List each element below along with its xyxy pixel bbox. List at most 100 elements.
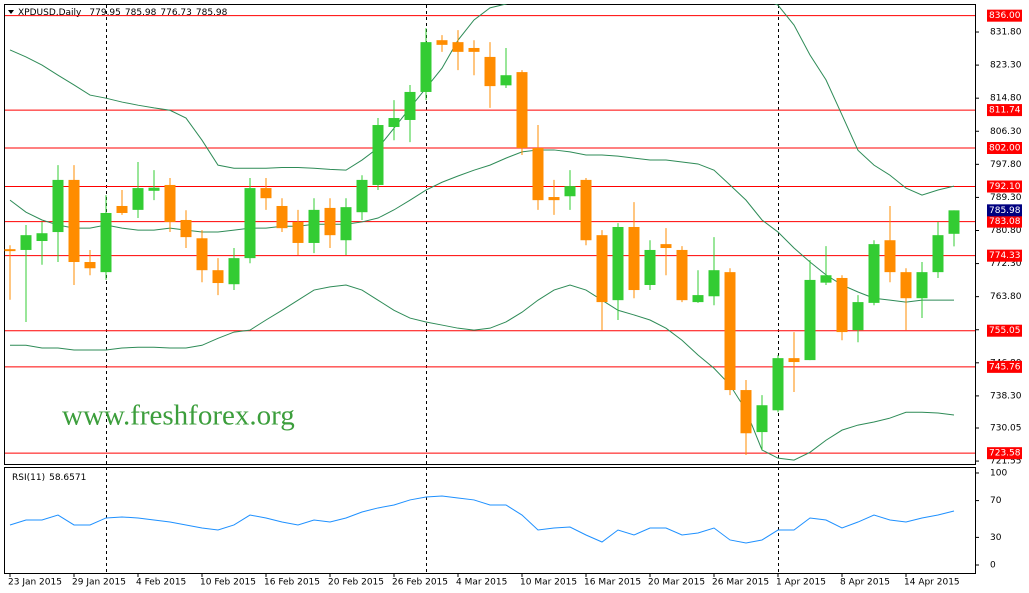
level-label-bg xyxy=(987,104,1022,117)
y-tick-label: 721.55 xyxy=(990,457,1022,467)
ohlc-high: 785.98 xyxy=(125,8,157,18)
candle-body xyxy=(116,205,128,213)
level-label-bg xyxy=(987,447,1022,460)
x-tick-label: 4 Mar 2015 xyxy=(456,578,507,588)
candle-body xyxy=(148,187,160,191)
level-label: 745.76 xyxy=(989,362,1021,372)
candle-body xyxy=(324,207,336,236)
rsi-panel xyxy=(4,467,976,574)
candle-body xyxy=(484,56,496,87)
candle-body xyxy=(804,279,816,361)
candle-body xyxy=(564,186,576,197)
candle-body xyxy=(340,207,352,241)
candle-body xyxy=(740,390,752,434)
candle-body xyxy=(756,405,768,433)
y-tick-label: 772.30 xyxy=(990,259,1022,269)
candle-body xyxy=(180,219,192,238)
price-label: 785.98 xyxy=(989,206,1021,216)
y-tick-label: 797.80 xyxy=(990,160,1022,170)
candle-body xyxy=(724,272,736,391)
y-tick-label: 70 xyxy=(990,496,1002,506)
candle-body xyxy=(292,221,304,243)
level-label: 802.00 xyxy=(989,143,1021,153)
candle-body xyxy=(468,47,480,52)
x-tick-label: 20 Feb 2015 xyxy=(328,578,384,588)
candle-body xyxy=(452,42,464,52)
x-tick-label: 16 Feb 2015 xyxy=(264,578,320,588)
ohlc-close: 785.98 xyxy=(196,8,228,18)
candle-body xyxy=(868,244,880,303)
candle-body xyxy=(820,275,832,283)
candle-body xyxy=(436,40,448,45)
candle-body xyxy=(708,270,720,297)
rsi-header: RSI(11) 58.6571 xyxy=(12,473,86,483)
candle-body xyxy=(132,188,144,210)
level-label-bg xyxy=(987,360,1022,373)
candle-body xyxy=(356,179,368,213)
level-label: 723.58 xyxy=(989,449,1021,459)
x-tick-label: 8 Apr 2015 xyxy=(840,578,890,588)
candle-body xyxy=(84,262,96,269)
y-tick-label: 738.30 xyxy=(990,391,1022,401)
candle-body xyxy=(692,295,704,303)
bollinger-band xyxy=(10,284,955,461)
candle-body xyxy=(212,270,224,284)
candle-body xyxy=(580,179,592,241)
candle-body xyxy=(660,244,672,249)
x-tick-label: 4 Feb 2015 xyxy=(136,578,186,588)
chart-header: XPDUSD,Daily 779.95 785.98 776.73 785.98 xyxy=(18,8,228,18)
y-tick-label: 780.80 xyxy=(990,226,1022,236)
candle-body xyxy=(20,235,32,250)
candle-body xyxy=(68,179,80,263)
price-label-bg xyxy=(987,204,1022,217)
y-tick-label: 814.80 xyxy=(990,94,1022,104)
x-tick-label: 10 Mar 2015 xyxy=(520,578,577,588)
plot xyxy=(4,4,975,461)
candle-body xyxy=(228,258,240,285)
x-tick-label: 23 Jan 2015 xyxy=(8,578,62,588)
candle-body xyxy=(500,75,512,86)
y-tick-label: 831.80 xyxy=(990,28,1022,38)
candle-body xyxy=(900,272,912,299)
candle-body xyxy=(164,184,176,222)
candle-body xyxy=(788,358,800,363)
candle-body xyxy=(4,249,16,252)
rsi-value: 58.6571 xyxy=(49,473,86,483)
level-label-bg xyxy=(987,324,1022,337)
level-label-bg xyxy=(987,141,1022,154)
level-label-bg xyxy=(987,9,1022,22)
y-tick-label: 806.30 xyxy=(990,127,1022,137)
watermark: www.freshforex.org xyxy=(62,400,295,432)
candle-body xyxy=(260,188,272,199)
candle-body xyxy=(516,72,528,148)
menu-arrow[interactable] xyxy=(8,10,14,14)
level-label-bg xyxy=(987,249,1022,262)
level-label: 836.00 xyxy=(989,11,1021,21)
candle-body xyxy=(244,188,256,259)
candle-body xyxy=(100,212,112,273)
level-label: 792.10 xyxy=(989,182,1021,192)
y-tick-label: 730.05 xyxy=(990,424,1022,434)
candle-body xyxy=(644,249,656,285)
y-tick-label: 30 xyxy=(990,533,1002,543)
candle-body xyxy=(932,235,944,273)
x-tick-label: 16 Mar 2015 xyxy=(584,578,641,588)
level-label: 811.74 xyxy=(989,106,1021,116)
candle-body xyxy=(596,235,608,303)
candle-body xyxy=(948,210,960,234)
candle-body xyxy=(548,197,560,201)
x-tick-label: 29 Jan 2015 xyxy=(72,578,126,588)
level-label: 783.08 xyxy=(989,217,1021,227)
symbol: XPDUSD,Daily xyxy=(18,8,82,18)
x-tick-label: 26 Mar 2015 xyxy=(712,578,769,588)
candle-body xyxy=(884,240,896,273)
x-tick-label: 1 Apr 2015 xyxy=(776,578,826,588)
period-separators xyxy=(106,5,779,573)
candle-body xyxy=(196,238,208,271)
rsi-line xyxy=(9,495,955,544)
candle-body xyxy=(532,147,544,201)
level-label: 755.05 xyxy=(989,326,1021,336)
x-tick-label: 14 Apr 2015 xyxy=(904,578,960,588)
level-label: 774.33 xyxy=(989,251,1021,261)
